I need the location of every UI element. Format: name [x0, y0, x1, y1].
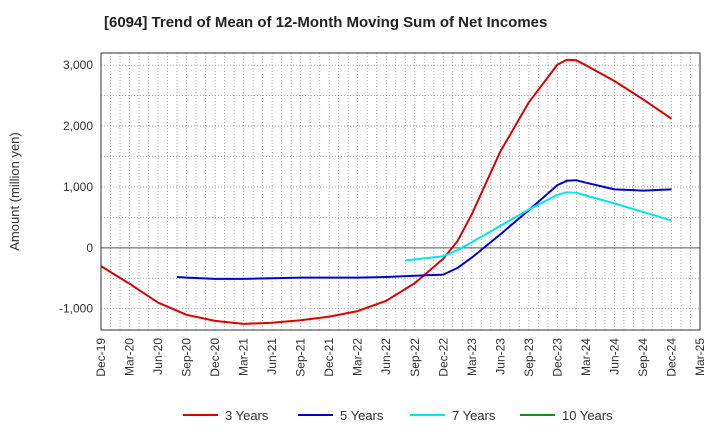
series-line-7-years: [404, 191, 672, 262]
x-tick-label: Mar-20: [123, 338, 137, 376]
legend: 3 Years 5 Years 7 Years 10 Years: [183, 408, 613, 423]
grid-layer: [101, 53, 700, 330]
legend-label-7-years: 7 Years: [452, 408, 496, 423]
legend-label-3-years: 3 Years: [225, 408, 269, 423]
x-tick-label: Dec-22: [436, 338, 450, 377]
y-tick-label: 2,000: [63, 119, 93, 133]
x-tick-label: Jun-21: [265, 338, 279, 375]
x-tick-label: Sep-22: [408, 338, 422, 377]
x-tick-label: Dec-20: [208, 338, 222, 377]
x-tick-label: Jun-22: [379, 338, 393, 375]
x-tick-label: Mar-24: [579, 338, 593, 376]
series-line-5-years: [176, 179, 672, 280]
x-tick-label: Dec-24: [664, 338, 678, 377]
x-tick-label: Jun-20: [151, 338, 165, 375]
series-layer: [100, 58, 673, 325]
x-tick-label: Mar-25: [693, 338, 707, 376]
x-tick-labels: Dec-19 Mar-20 Jun-20 Sep-20 Dec-20 Mar-21 Jun-…: [94, 338, 707, 377]
y-axis-label: Amount (million yen): [7, 132, 22, 251]
plot-frame: [100, 52, 701, 331]
x-tick-label: Sep-24: [636, 338, 650, 377]
y-tick-label: 1,000: [63, 180, 93, 194]
x-tick-label: Sep-21: [294, 338, 308, 377]
x-tick-label: Sep-20: [180, 338, 194, 377]
x-tick-label: Sep-23: [522, 338, 536, 377]
x-tick-label: Mar-23: [465, 338, 479, 376]
x-tick-label: Dec-19: [94, 338, 108, 377]
x-tick-label: Dec-21: [322, 338, 336, 377]
legend-label-10-years: 10 Years: [562, 408, 613, 423]
y-tick-labels: -1,000 0 1,000 2,000 3,000: [59, 58, 93, 316]
x-tick-label: Dec-23: [550, 338, 564, 377]
y-tick-label: -1,000: [59, 302, 93, 316]
x-tick-label: Mar-21: [237, 338, 251, 376]
y-tick-label: 3,000: [63, 58, 93, 72]
y-tick-label: 0: [86, 241, 93, 255]
series-line-3-years: [100, 58, 673, 325]
x-tick-label: Jun-23: [493, 338, 507, 375]
x-tick-label: Mar-22: [351, 338, 365, 376]
legend-label-5-years: 5 Years: [340, 408, 384, 423]
x-tick-label: Jun-24: [607, 338, 621, 375]
chart-title: [6094] Trend of Mean of 12-Month Moving …: [104, 14, 548, 31]
